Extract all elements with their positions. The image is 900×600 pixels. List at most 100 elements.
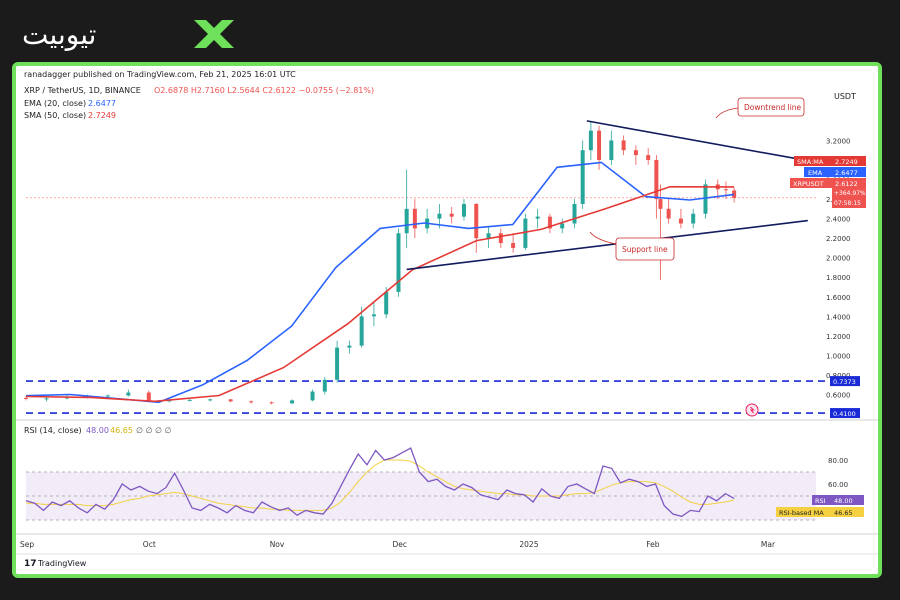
publisher-line: ranadagger published on TradingView.com,… [24, 70, 296, 79]
support-annotation: Support line [589, 231, 675, 261]
support-trendline[interactable] [406, 219, 808, 271]
candle-body [486, 233, 491, 239]
rsi-ma-legend-value: 46.65 [110, 426, 133, 435]
price-tick-4: 2.4000 [826, 216, 851, 224]
candle-body [547, 216, 552, 229]
rsi-tick-0: 80.00 [828, 457, 848, 465]
candle-body [449, 213, 454, 217]
candle-body [658, 199, 663, 209]
candle-body [347, 345, 352, 348]
price-tick-12: 0.8000 [826, 372, 851, 380]
ema-legend-label: EMA (20, close) [24, 99, 86, 108]
rsi-ma-line [26, 459, 735, 511]
tradingview-chart[interactable]: ranadagger published on TradingView.com,… [16, 66, 878, 574]
candle-body [678, 218, 683, 224]
last-tag-change: +364.97% [834, 190, 866, 197]
candle-body [511, 243, 516, 248]
alert-icon[interactable] [745, 403, 759, 417]
time-axis: Sep Oct Nov Dec 2025 Feb Mar [20, 540, 776, 549]
ohlc-readout: O2.6878 H2.7160 L2.5644 C2.6122 −0.0755 … [154, 86, 374, 95]
candle-body [249, 401, 254, 403]
ema-tag-label: EMA [808, 169, 823, 177]
candle-body [580, 150, 585, 204]
candle-body [498, 233, 503, 244]
candle-body [597, 130, 602, 160]
candle-body [633, 150, 638, 156]
footer-brand: TradingView [37, 559, 87, 568]
candle-body [126, 392, 131, 396]
last-tag-countdown: 07:58:15 [834, 200, 861, 207]
trendlines [406, 120, 808, 271]
candle-body [44, 398, 49, 400]
time-tick-2: Nov [270, 540, 285, 549]
candle-body [621, 140, 626, 151]
downtrend-label: Downtrend line [744, 103, 802, 112]
candle-body [335, 347, 340, 380]
ema-legend-value: 2.6477 [88, 99, 116, 108]
candle-body [396, 233, 401, 292]
level-tag-0 [830, 376, 860, 387]
price-tick-6: 2.0000 [826, 255, 851, 263]
brand-logo-text: تیوبیت [22, 18, 96, 51]
rsi-title: RSI (14, close) [24, 426, 82, 435]
candle-body [474, 203, 479, 239]
rsi-band [26, 472, 816, 520]
candle-body [310, 391, 315, 401]
price-tick-5: 2.2000 [826, 235, 851, 243]
sma-tag-value: 2.7249 [835, 158, 858, 166]
price-tags: SMA:MA 2.7249 EMA 2.6477 XRPUSDT 2.6122 … [790, 156, 866, 208]
level-tag-text-1: 0.4100 [833, 410, 856, 418]
rsi-ma-tag-label: RSI-based MA [779, 509, 824, 517]
candle-body [646, 155, 651, 160]
candle-body [572, 203, 577, 224]
candle-body [24, 397, 28, 399]
candle-body [359, 316, 364, 346]
candle-body [269, 402, 274, 404]
rsi-ma-tag-value: 46.65 [834, 509, 853, 517]
downtrend-trendline[interactable] [586, 120, 804, 161]
candle-body [384, 291, 389, 315]
horizontal-levels: 0.7373 0.4100 [26, 376, 860, 419]
candle-body [228, 399, 233, 402]
candle-body [732, 190, 737, 198]
candle-body [535, 216, 540, 219]
ema-tag-value: 2.6477 [835, 169, 858, 177]
price-tick-13: 0.6000 [826, 392, 851, 400]
time-tick-3: Dec [392, 540, 407, 549]
level-tag-text-0: 0.7373 [833, 378, 856, 386]
candle-body [437, 213, 442, 219]
support-label: Support line [622, 245, 668, 254]
time-tick-0: Sep [20, 540, 34, 549]
rsi-pane: 80.00 60.00 [25, 447, 848, 521]
level-tag-1 [830, 408, 860, 419]
candle-body [666, 208, 671, 219]
symbol-label: XRP / TetherUS, 1D, BINANCE [24, 86, 141, 95]
rsi-tag-label: RSI [815, 497, 826, 505]
price-tick-10: 1.2000 [826, 333, 851, 341]
rsi-legend-value: 48.00 [86, 426, 109, 435]
rsi-tags: RSI 48.00 RSI-based MA 46.65 [776, 495, 864, 517]
time-tick-5: Feb [646, 540, 660, 549]
currency-label: USDT [834, 92, 856, 101]
last-tag-value: 2.6122 [835, 180, 858, 188]
candle-body [404, 208, 409, 234]
brand-x-icon [194, 20, 234, 48]
candle-body [461, 203, 466, 217]
tv-logo-icon: 17 [24, 559, 37, 569]
candle-body [723, 189, 728, 191]
sma-tag-label: SMA:MA [797, 158, 824, 166]
rsi-line [25, 447, 735, 518]
candle-body [654, 159, 659, 200]
downtrend-annotation: Downtrend line [715, 97, 805, 119]
rsi-tag-value: 48.00 [834, 497, 853, 505]
candle-body [412, 208, 417, 229]
time-tick-4: 2025 [519, 540, 538, 549]
sma-legend-value: 2.7249 [88, 111, 116, 120]
candle-body [703, 184, 708, 214]
candle-body [322, 379, 327, 392]
rsi-tick-1: 60.00 [828, 481, 848, 489]
price-tick-7: 1.8000 [826, 274, 851, 282]
chart-frame: ranadagger published on TradingView.com,… [12, 62, 882, 578]
candle-body [691, 213, 696, 224]
candle-body [290, 400, 295, 404]
